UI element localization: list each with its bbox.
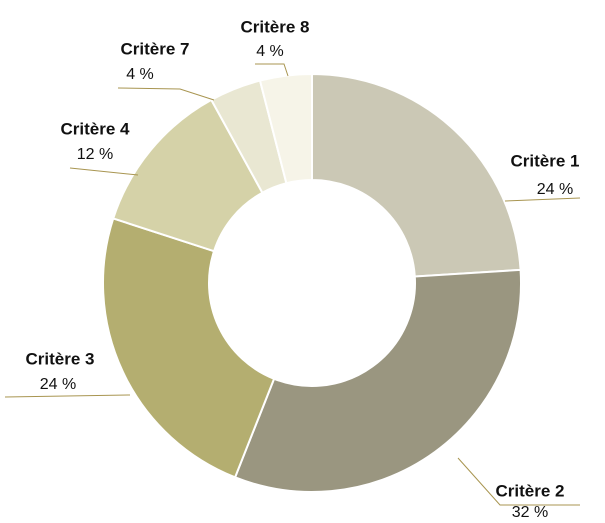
leader-line [117, 87, 215, 101]
leader-line [69, 167, 139, 176]
donut-slice [311, 72, 522, 278]
slice-value: 4 % [256, 43, 284, 60]
slice-value: 24 % [40, 376, 76, 393]
slice-label: Critère 3 [26, 349, 95, 368]
slice-label: Critère 1 [511, 151, 580, 170]
leader-line [255, 63, 289, 77]
slice-label: Critère 8 [241, 17, 310, 36]
slice-value: 4 % [126, 66, 154, 83]
leader-line [4, 394, 131, 398]
slice-value: 24 % [537, 181, 573, 198]
slice-label: Critère 2 [496, 481, 565, 500]
donut-slice [233, 268, 522, 493]
slice-value: 12 % [77, 146, 113, 163]
slice-label: Critère 7 [121, 39, 190, 58]
slice-label: Critère 4 [61, 119, 131, 138]
leader-line [504, 197, 581, 202]
leader-line [457, 457, 580, 506]
slice-value: 32 % [512, 504, 548, 521]
donut-slice [102, 217, 276, 479]
donut-slice [258, 72, 313, 185]
